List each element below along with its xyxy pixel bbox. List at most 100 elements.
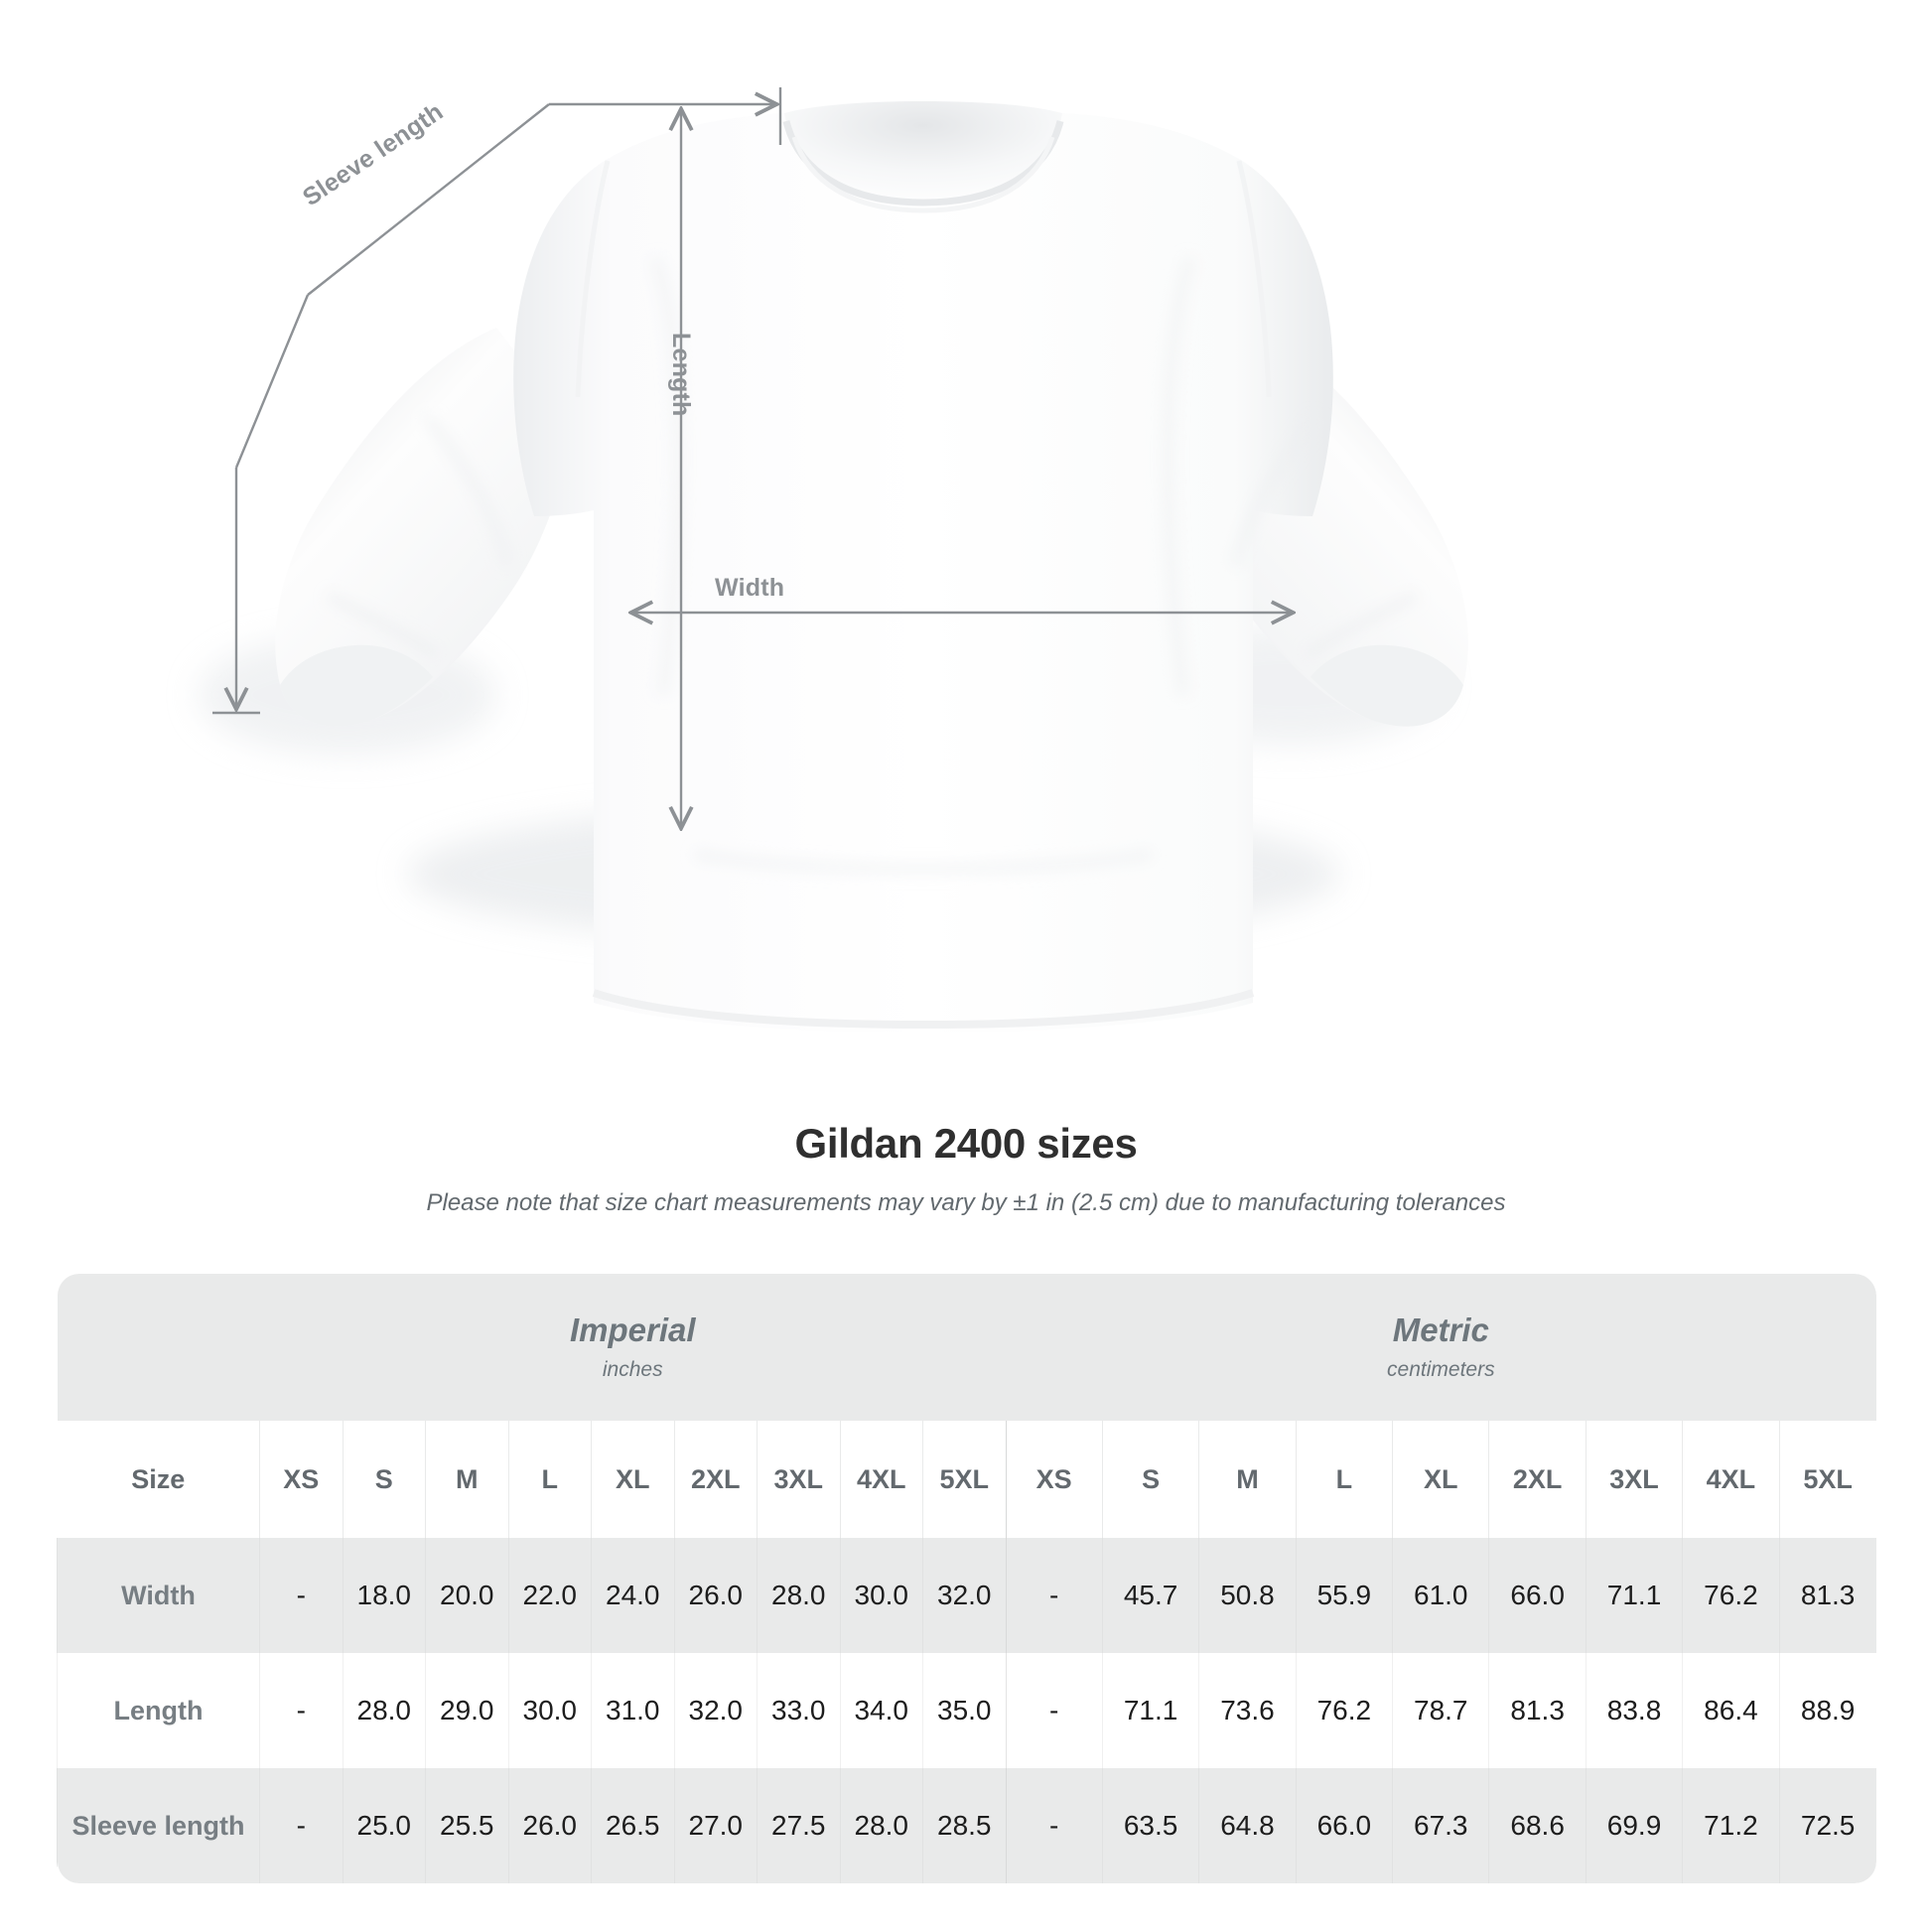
cell-value: 29.0: [440, 1695, 494, 1725]
cell-value: 76.2: [1704, 1580, 1758, 1610]
size-text: S: [1142, 1463, 1161, 1494]
row-label-text: Length: [113, 1696, 204, 1725]
cell-width-metric-s: 45.7: [1101, 1538, 1199, 1653]
cell-value: 81.3: [1800, 1580, 1856, 1610]
size-header-metric-l: L: [1295, 1421, 1393, 1538]
cell-length-metric-xs: -: [1005, 1653, 1103, 1768]
cell-width-metric-2xl: 66.0: [1488, 1538, 1587, 1653]
cell-value: 86.4: [1704, 1695, 1758, 1725]
cell-length-metric-4xl: 86.4: [1682, 1653, 1780, 1768]
cell-sleeve-imperial-2xl: 27.0: [673, 1768, 758, 1883]
cell-value: 71.2: [1704, 1810, 1758, 1841]
cell-value: 27.0: [688, 1810, 744, 1841]
unit-imperial-sub: inches: [602, 1358, 663, 1382]
cell-value: 28.5: [937, 1810, 992, 1841]
cell-sleeve-metric-l: 66.0: [1295, 1768, 1393, 1883]
cell-length-imperial-m: 29.0: [425, 1653, 508, 1768]
cell-width-metric-l: 55.9: [1295, 1538, 1393, 1653]
size-header-row: Size XS S M L XL 2XL 3XL 4XL 5XL XS S M …: [57, 1421, 1876, 1538]
cell-value: 20.0: [440, 1580, 494, 1610]
cell-length-imperial-xl: 31.0: [591, 1653, 674, 1768]
size-label-text: Size: [131, 1463, 186, 1494]
cell-width-imperial-xs: -: [259, 1538, 343, 1653]
cell-value: -: [1049, 1695, 1059, 1725]
unit-metric-name: Metric: [1392, 1311, 1489, 1348]
cell-width-imperial-3xl: 28.0: [757, 1538, 840, 1653]
cell-value: 18.0: [356, 1580, 412, 1610]
cell-sleeve-imperial-l: 26.0: [507, 1768, 592, 1883]
cell-width-imperial-l: 22.0: [507, 1538, 592, 1653]
cell-width-imperial-m: 20.0: [425, 1538, 508, 1653]
cell-value: 31.0: [606, 1695, 660, 1725]
cell-value: -: [296, 1580, 306, 1610]
size-text: 5XL: [1803, 1463, 1853, 1494]
cell-value: 32.0: [688, 1695, 744, 1725]
size-header-metric-m: M: [1198, 1421, 1297, 1538]
row-label-text: Sleeve length: [71, 1811, 245, 1841]
cell-width-imperial-s: 18.0: [342, 1538, 426, 1653]
cell-sleeve-imperial-xl: 26.5: [591, 1768, 674, 1883]
cell-length-imperial-l: 30.0: [507, 1653, 592, 1768]
cell-value: 88.9: [1800, 1695, 1856, 1725]
size-header-label: Size: [57, 1421, 260, 1538]
cell-width-imperial-2xl: 26.0: [673, 1538, 758, 1653]
size-header-imperial-xl: XL: [591, 1421, 674, 1538]
tolerance-note: Please note that size chart measurements…: [426, 1189, 1506, 1216]
cell-sleeve-metric-2xl: 68.6: [1488, 1768, 1587, 1883]
size-header-metric-5xl: 5XL: [1778, 1421, 1876, 1538]
cell-value: 78.7: [1414, 1695, 1468, 1725]
size-text: XL: [615, 1463, 650, 1494]
size-text: S: [374, 1463, 393, 1494]
size-text: L: [1335, 1463, 1353, 1494]
size-text: 4XL: [856, 1463, 906, 1494]
unit-metric-cell: Metric centimeters: [1006, 1274, 1876, 1421]
cell-value: 64.8: [1220, 1810, 1275, 1841]
cell-sleeve-imperial-xs: -: [259, 1768, 343, 1883]
table-row-length: Length - 28.0 29.0 30.0 31.0 32.0 33.0 3…: [57, 1653, 1876, 1768]
size-header-metric-xs: XS: [1005, 1421, 1103, 1538]
cell-value: 73.6: [1220, 1695, 1275, 1725]
cell-length-metric-2xl: 81.3: [1488, 1653, 1587, 1768]
cell-value: -: [1049, 1580, 1059, 1610]
size-header-imperial-2xl: 2XL: [673, 1421, 758, 1538]
cell-value: 24.0: [606, 1580, 660, 1610]
cell-value: 27.5: [771, 1810, 826, 1841]
cell-sleeve-metric-s: 63.5: [1101, 1768, 1199, 1883]
cell-value: 55.9: [1316, 1580, 1372, 1610]
cell-sleeve-imperial-4xl: 28.0: [839, 1768, 923, 1883]
size-text: XS: [1035, 1463, 1072, 1494]
cell-value: -: [1049, 1810, 1059, 1841]
size-header-metric-s: S: [1101, 1421, 1199, 1538]
cell-length-metric-s: 71.1: [1101, 1653, 1199, 1768]
cell-width-metric-xl: 61.0: [1392, 1538, 1489, 1653]
unit-banner-spacer: [57, 1274, 260, 1421]
cell-value: -: [296, 1695, 306, 1725]
cell-value: 30.0: [854, 1580, 909, 1610]
cell-value: 63.5: [1123, 1810, 1178, 1841]
garment-illustration: Sleeve length Length Width: [199, 87, 1468, 1033]
cell-value: 50.8: [1220, 1580, 1275, 1610]
cell-width-imperial-5xl: 32.0: [922, 1538, 1006, 1653]
cell-length-metric-3xl: 83.8: [1585, 1653, 1683, 1768]
sleeve-length-dimension: [212, 87, 782, 715]
row-label-sleeve-length: Sleeve length: [57, 1768, 260, 1883]
size-header-imperial-4xl: 4XL: [839, 1421, 923, 1538]
cell-value: -: [296, 1810, 306, 1841]
cell-value: 61.0: [1414, 1580, 1468, 1610]
size-text: 3XL: [1609, 1463, 1659, 1494]
size-text: M: [456, 1463, 479, 1494]
cell-sleeve-imperial-s: 25.0: [342, 1768, 426, 1883]
size-header-metric-xl: XL: [1392, 1421, 1489, 1538]
size-header-imperial-3xl: 3XL: [757, 1421, 840, 1538]
cell-value: 71.1: [1606, 1580, 1662, 1610]
size-text: XL: [1424, 1463, 1458, 1494]
cell-value: 66.0: [1510, 1580, 1565, 1610]
cell-value: 26.0: [522, 1810, 578, 1841]
size-header-metric-4xl: 4XL: [1682, 1421, 1780, 1538]
cell-length-imperial-5xl: 35.0: [922, 1653, 1006, 1768]
cell-value: 67.3: [1414, 1810, 1468, 1841]
size-text: 5XL: [939, 1463, 990, 1494]
cell-sleeve-metric-3xl: 69.9: [1585, 1768, 1683, 1883]
cell-width-metric-m: 50.8: [1198, 1538, 1297, 1653]
cell-value: 28.0: [854, 1810, 909, 1841]
